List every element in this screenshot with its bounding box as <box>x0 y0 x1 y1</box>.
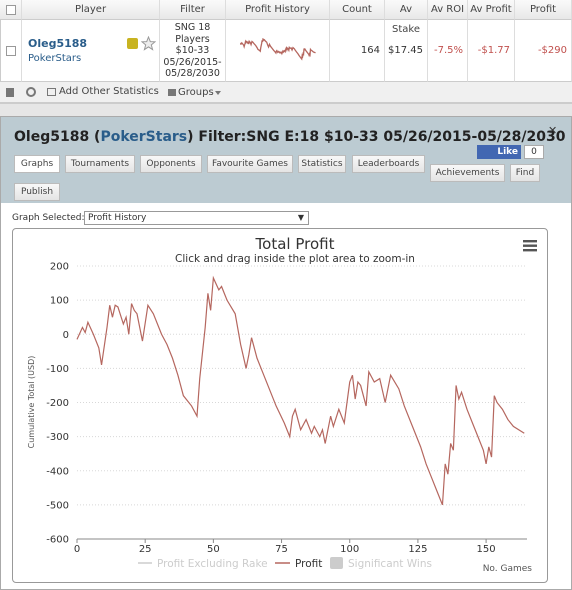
av-roi-cell: -7.5% <box>428 20 468 82</box>
column-header[interactable]: Av Stake <box>385 0 428 35</box>
legend-label[interactable]: Profit Excluding Rake <box>157 558 268 570</box>
tab[interactable]: Graphs <box>14 155 60 173</box>
sparkline <box>240 38 316 61</box>
y-tick-label: -400 <box>46 466 69 477</box>
chart-frame <box>12 228 548 583</box>
delete-icon[interactable] <box>6 88 14 97</box>
column-header[interactable]: Player <box>22 0 160 20</box>
like-count: 0 <box>524 145 544 159</box>
player-cell: Oleg5188 PokerStars <box>22 20 160 82</box>
profit-line <box>76 275 525 506</box>
tab[interactable]: Achievements <box>430 164 505 182</box>
legend-label[interactable]: Significant Wins <box>348 558 432 570</box>
header-checkbox-cell <box>0 0 22 20</box>
column-header[interactable]: Filter <box>160 0 226 20</box>
groups-button[interactable]: Groups <box>178 87 214 98</box>
y-tick-label: 100 <box>50 296 69 307</box>
filter-line: $10-33 <box>175 45 210 56</box>
legend-label[interactable]: Profit <box>295 558 322 570</box>
gap <box>0 104 572 116</box>
column-header[interactable]: Profit History <box>226 0 330 20</box>
row-checkbox-cell <box>0 20 22 82</box>
y-tick-label: -600 <box>46 535 69 546</box>
tab[interactable]: Statistics <box>298 155 346 173</box>
x-axis-label: No. Games <box>483 564 533 574</box>
groups-icon <box>168 89 176 96</box>
filter-cell: SNG 18 Players $10-33 05/26/2015- 05/28/2030 <box>160 20 226 82</box>
y-tick-label: -300 <box>46 432 69 443</box>
tab[interactable]: Publish <box>14 183 60 201</box>
title-site: PokerStars <box>100 129 188 145</box>
tab[interactable]: Find <box>510 164 540 182</box>
close-button[interactable]: ✕ <box>548 124 558 137</box>
sparkline-line <box>240 38 316 61</box>
menu-icon[interactable] <box>523 240 537 252</box>
y-tick-label: 0 <box>63 330 69 341</box>
graph-select[interactable]: Profit History ▼ <box>84 211 309 225</box>
tab[interactable]: Opponents <box>140 155 202 173</box>
title-player: Oleg5188 ( <box>14 129 101 145</box>
x-tick-label: 150 <box>477 544 496 555</box>
x-tick-label: 75 <box>275 544 288 555</box>
dropdown-arrow <box>215 91 221 95</box>
x-tick-label: 125 <box>408 544 427 555</box>
checkbox[interactable] <box>6 5 16 15</box>
av-profit-cell: -$1.77 <box>468 20 515 82</box>
toolbar: Add Other Statistics Groups <box>0 82 572 103</box>
panel-title: Oleg5188 (PokerStars) Filter:SNG E:18 $1… <box>14 129 565 145</box>
checkbox[interactable] <box>6 46 16 56</box>
tab[interactable]: Favourite Games <box>207 155 293 173</box>
favourite-star[interactable] <box>141 36 156 51</box>
graph-selected-label: Graph Selected: <box>12 213 85 223</box>
legend-symbol[interactable] <box>330 557 343 569</box>
chart-title: Total Profit <box>255 235 335 253</box>
filter-line: 05/26/2015- <box>163 56 222 68</box>
x-tick-label: 0 <box>74 544 80 555</box>
add-icon <box>47 88 56 96</box>
filter-line: 05/28/2030 <box>165 68 220 79</box>
count-cell: 164 <box>330 20 385 82</box>
tab[interactable]: Tournaments <box>65 155 135 173</box>
y-tick-label: -500 <box>46 500 69 511</box>
like-button[interactable]: Like <box>477 145 521 159</box>
player-name[interactable]: Oleg5188 <box>28 37 88 50</box>
x-tick-label: 100 <box>340 544 359 555</box>
filter-line: Players <box>175 33 210 45</box>
x-tick-label: 25 <box>139 544 152 555</box>
title-filter: ) Filter:SNG E:18 $10-33 05/26/2015-05/2… <box>187 129 566 145</box>
y-tick-label: 200 <box>50 262 69 273</box>
player-site[interactable]: PokerStars <box>28 53 82 64</box>
y-tick-label: -100 <box>46 364 69 375</box>
x-tick-label: 50 <box>207 544 220 555</box>
chart-subtitle: Click and drag inside the plot area to z… <box>175 253 415 265</box>
y-tick-label: -200 <box>46 398 69 409</box>
tab[interactable]: Leaderboards <box>352 155 425 173</box>
column-header[interactable]: Count <box>330 0 385 20</box>
column-header[interactable]: Av ROI <box>428 0 468 20</box>
filter-line: SNG 18 <box>174 22 211 33</box>
refresh-icon[interactable] <box>26 87 36 97</box>
add-statistics-button[interactable]: Add Other Statistics <box>59 86 159 97</box>
av-stake-cell: $17.45 <box>385 20 428 82</box>
y-axis-label: Cumulative Total (USD) <box>27 356 36 449</box>
badge-icon <box>127 38 138 49</box>
column-header[interactable]: Av Profit <box>468 0 515 20</box>
graph-select-value: Profit History <box>88 213 147 223</box>
profit-history-cell <box>226 20 330 82</box>
